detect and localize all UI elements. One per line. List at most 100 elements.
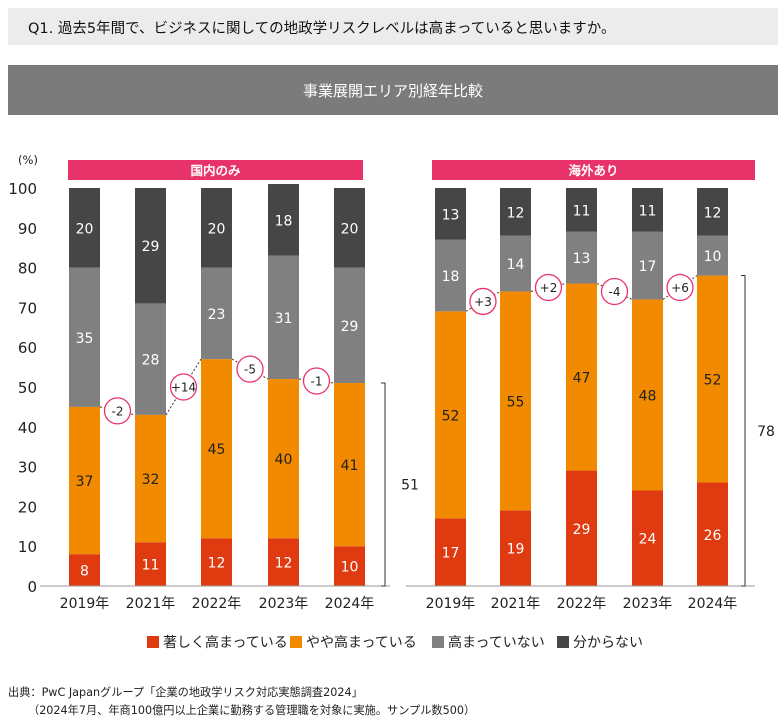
data-label: 19 <box>507 542 525 558</box>
data-label: 13 <box>573 251 591 267</box>
bar-segment <box>135 303 166 415</box>
legend-swatch-somewhat-high <box>290 636 302 648</box>
data-label: 24 <box>639 532 657 548</box>
data-label: 8 <box>80 564 89 580</box>
x-tick-label: 2022年 <box>192 596 242 612</box>
data-label: 17 <box>442 546 460 562</box>
data-label: 18 <box>275 213 293 229</box>
data-label: 32 <box>142 472 160 488</box>
data-label: 11 <box>639 203 657 219</box>
y-tick-label: 30 <box>18 459 37 477</box>
y-tick-label: 20 <box>18 498 37 516</box>
bar-segment <box>268 184 299 256</box>
data-label: 11 <box>142 558 160 574</box>
bar-segment <box>334 267 365 384</box>
bar-segment <box>500 235 531 292</box>
bar-segment <box>566 470 597 586</box>
y-tick-label: 40 <box>18 419 37 437</box>
legend-label-somewhat-high: やや高まっている <box>306 635 417 651</box>
bar-segment <box>697 188 728 236</box>
bar-segment <box>435 518 466 586</box>
data-label: 12 <box>275 556 293 572</box>
bar-segment <box>500 291 531 511</box>
total-label: 78 <box>757 424 775 440</box>
bar-segment <box>566 231 597 284</box>
legend-swatch-very-high <box>147 636 159 648</box>
data-label: 14 <box>507 257 525 273</box>
data-label: 28 <box>142 353 160 369</box>
bar-segment <box>69 188 100 268</box>
bar-segment <box>435 188 466 240</box>
bar-segment <box>334 188 365 268</box>
bar-segment <box>268 379 299 539</box>
data-label: 26 <box>704 528 722 544</box>
bar-segment <box>566 188 597 232</box>
x-tick-label: 2023年 <box>623 596 673 612</box>
section-header-band: 事業展開エリア別経年比較 <box>8 65 778 115</box>
y-tick-label: 70 <box>18 299 37 317</box>
data-label: 29 <box>142 239 160 255</box>
change-label: -1 <box>311 375 323 389</box>
bar-segment <box>135 414 166 543</box>
x-tick-label: 2019年 <box>426 596 476 612</box>
data-label: 20 <box>341 221 359 237</box>
bar-segment <box>697 275 728 483</box>
data-label: 12 <box>507 205 525 221</box>
data-label: 20 <box>76 221 94 237</box>
legend-item-somewhat-high: やや高まっている <box>290 632 417 652</box>
bar-segment <box>566 283 597 471</box>
data-label: 41 <box>341 458 359 474</box>
bar-segment <box>697 235 728 276</box>
data-label: 31 <box>275 311 293 327</box>
bar-segment <box>500 188 531 236</box>
change-label: -5 <box>244 363 256 377</box>
panel-header-1 <box>68 160 363 180</box>
y-tick-label: 10 <box>18 538 37 556</box>
source-line-2: （2024年7月、年商100億円以上企業に勤務する管理職を対象に実施。サンプル数… <box>28 704 476 717</box>
data-label: 48 <box>639 388 657 404</box>
y-tick-label: 60 <box>18 339 37 357</box>
y-tick-label: 100 <box>8 180 37 198</box>
x-tick-label: 2024年 <box>325 596 375 612</box>
data-label: 10 <box>704 249 722 265</box>
total-bracket <box>381 382 386 587</box>
data-label: 23 <box>208 307 226 323</box>
change-badge <box>236 355 264 383</box>
bar-segment <box>632 299 663 491</box>
bar-segment <box>435 239 466 312</box>
x-tick-label: 2024年 <box>688 596 738 612</box>
question-bar: Q1. 過去5年間で、ビジネスに関しての地政学リスクレベルは高まっていると思いま… <box>8 8 778 45</box>
bar-segment <box>435 311 466 519</box>
legend-label-unknown: 分からない <box>573 635 643 651</box>
change-badge <box>302 367 331 395</box>
y-axis-unit: (%) <box>18 153 38 167</box>
section-header-title: 事業展開エリア別経年比較 <box>302 82 483 100</box>
legend-label-very-high: 著しく高まっている <box>163 635 288 651</box>
bar-segment <box>632 188 663 232</box>
change-badge <box>534 273 563 302</box>
x-tick-label: 2023年 <box>259 596 309 612</box>
bar-segment <box>135 542 166 586</box>
y-tick-label: 90 <box>18 220 37 238</box>
bar-segment <box>201 359 232 539</box>
bar-segment <box>201 267 232 360</box>
data-label: 10 <box>341 560 359 576</box>
bar-segment <box>632 231 663 300</box>
legend-item-unknown: 分からない <box>557 632 643 652</box>
data-label: 11 <box>573 203 591 219</box>
change-label: +3 <box>474 295 492 309</box>
bar-segment <box>697 482 728 586</box>
bar-segment <box>500 510 531 586</box>
change-label: +14 <box>171 381 196 395</box>
change-label: +2 <box>540 281 558 295</box>
data-label: 13 <box>442 207 460 223</box>
panel-title-2: 海外あり <box>568 163 618 178</box>
change-badge <box>469 287 497 316</box>
question-text: Q1. 過去5年間で、ビジネスに関しての地政学リスクレベルは高まっていると思いま… <box>28 21 616 37</box>
legend-swatch-unknown <box>557 636 569 648</box>
data-label: 55 <box>507 394 525 410</box>
bar-segment <box>135 188 166 304</box>
legend-item-very-high: 著しく高まっている <box>147 632 288 652</box>
change-badge <box>666 273 694 302</box>
